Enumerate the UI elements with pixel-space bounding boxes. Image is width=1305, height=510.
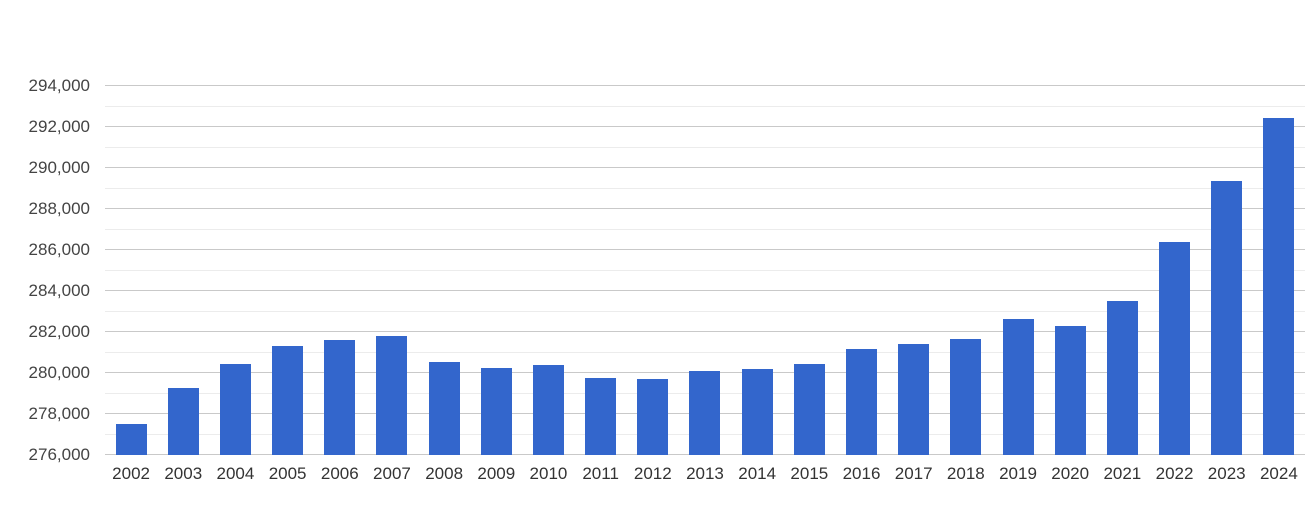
x-axis-tick-label: 2012 bbox=[633, 464, 672, 483]
x-axis-tick-label: 2024 bbox=[1259, 464, 1298, 483]
bar-2015[interactable] bbox=[793, 363, 825, 455]
y-axis-tick-label: 294,000 bbox=[28, 76, 90, 95]
minor-gridline bbox=[105, 269, 1305, 271]
minor-gridline bbox=[105, 187, 1305, 189]
bar-2003[interactable] bbox=[167, 388, 199, 455]
y-axis-tick-label: 276,000 bbox=[28, 445, 90, 464]
y-axis-tick-label: 290,000 bbox=[28, 158, 90, 177]
bar-slot bbox=[209, 86, 261, 455]
minor-gridline bbox=[105, 146, 1305, 148]
y-axis-tick-label: 280,000 bbox=[28, 363, 90, 382]
y-axis-tick-label: 278,000 bbox=[28, 404, 90, 423]
bar-slot bbox=[627, 86, 679, 455]
bar-2023[interactable] bbox=[1211, 181, 1243, 455]
y-axis-tick-label: 288,000 bbox=[28, 199, 90, 218]
bar-2007[interactable] bbox=[376, 336, 408, 455]
major-gridline bbox=[105, 85, 1305, 86]
bar-slot bbox=[522, 86, 574, 455]
bar-2021[interactable] bbox=[1106, 301, 1138, 455]
bar-2018[interactable] bbox=[950, 339, 982, 455]
x-axis-tick-label: 2009 bbox=[477, 464, 516, 483]
x-axis-tick-label: 2010 bbox=[529, 464, 568, 483]
major-gridline bbox=[105, 167, 1305, 168]
major-gridline bbox=[105, 331, 1305, 332]
bar-2020[interactable] bbox=[1054, 325, 1086, 455]
bar-slot bbox=[783, 86, 835, 455]
bar-2004[interactable] bbox=[219, 363, 251, 455]
x-axis-tick-label: 2008 bbox=[425, 464, 464, 483]
bar-slot bbox=[575, 86, 627, 455]
bar-slot bbox=[992, 86, 1044, 455]
bar-slot bbox=[157, 86, 209, 455]
bar-slot bbox=[679, 86, 731, 455]
bar-2014[interactable] bbox=[741, 368, 773, 455]
bar-2011[interactable] bbox=[585, 378, 617, 455]
bar-2005[interactable] bbox=[272, 346, 304, 455]
bar-slot bbox=[314, 86, 366, 455]
bar-slot bbox=[418, 86, 470, 455]
bar-2022[interactable] bbox=[1159, 241, 1191, 455]
bar-slot bbox=[1253, 86, 1305, 455]
bar-2019[interactable] bbox=[1002, 318, 1034, 455]
x-axis-tick-label: 2013 bbox=[686, 464, 724, 483]
x-axis-tick-label: 2002 bbox=[112, 464, 150, 483]
bar-2013[interactable] bbox=[689, 370, 721, 455]
bar-2006[interactable] bbox=[324, 340, 356, 455]
x-axis-tick-label: 2007 bbox=[373, 464, 411, 483]
bar-2009[interactable] bbox=[480, 367, 512, 455]
bar-slot bbox=[940, 86, 992, 455]
x-axis-tick-label: 2017 bbox=[894, 464, 933, 483]
bar-slot bbox=[366, 86, 418, 455]
x-axis-tick-label: 2021 bbox=[1103, 464, 1142, 483]
x-axis-tick-label: 2019 bbox=[999, 464, 1037, 483]
y-axis-tick-label: 284,000 bbox=[28, 281, 90, 300]
x-axis-tick-label: 2018 bbox=[946, 464, 985, 483]
minor-gridline bbox=[105, 310, 1305, 312]
bar-slot bbox=[888, 86, 940, 455]
bar-2024[interactable] bbox=[1263, 117, 1295, 455]
bar-slot bbox=[1148, 86, 1200, 455]
y-axis-tick-label: 286,000 bbox=[28, 240, 90, 259]
x-axis-tick-label: 2020 bbox=[1051, 464, 1090, 483]
bar-slot bbox=[1096, 86, 1148, 455]
x-axis-tick-label: 2022 bbox=[1155, 464, 1194, 483]
bar-2016[interactable] bbox=[845, 349, 877, 455]
x-axis-labels: 2002 2003 2004 2005 2006 2007 2008 2009 2010 2011… bbox=[105, 464, 1305, 484]
bar-slot bbox=[1044, 86, 1096, 455]
major-gridline bbox=[105, 290, 1305, 291]
minor-gridline bbox=[105, 351, 1305, 353]
bar-2008[interactable] bbox=[428, 361, 460, 455]
minor-gridline bbox=[105, 228, 1305, 230]
bar-slot bbox=[470, 86, 522, 455]
y-axis-tick-label: 292,000 bbox=[28, 117, 90, 136]
x-axis-tick-label: 2016 bbox=[842, 464, 881, 483]
x-axis-tick-label: 2015 bbox=[790, 464, 829, 483]
y-axis-labels: 276,000 278,000 280,000 282,000 284,000 286,0… bbox=[0, 0, 90, 510]
bar-slot bbox=[262, 86, 314, 455]
bar-slot bbox=[835, 86, 887, 455]
x-axis-tick-label: 2014 bbox=[738, 464, 777, 483]
x-axis-tick-label: 2011 bbox=[582, 464, 619, 483]
bar-2012[interactable] bbox=[637, 379, 669, 455]
x-axis-tick-label: 2006 bbox=[320, 464, 359, 483]
major-gridline bbox=[105, 208, 1305, 209]
bar-slot bbox=[731, 86, 783, 455]
bar-2002[interactable] bbox=[115, 424, 147, 455]
bar-2010[interactable] bbox=[532, 364, 564, 455]
bar-series bbox=[105, 86, 1305, 455]
major-gridline bbox=[105, 126, 1305, 127]
bar-slot bbox=[1201, 86, 1253, 455]
y-axis-tick-label: 282,000 bbox=[28, 322, 90, 341]
minor-gridline bbox=[105, 105, 1305, 107]
x-axis-tick-label: 2023 bbox=[1207, 464, 1246, 483]
bar-slot bbox=[105, 86, 157, 455]
major-gridline bbox=[105, 249, 1305, 250]
x-axis-tick-label: 2003 bbox=[164, 464, 203, 483]
plot-area bbox=[105, 85, 1305, 455]
x-axis-tick-label: 2005 bbox=[268, 464, 307, 483]
bar-2017[interactable] bbox=[898, 344, 930, 455]
x-axis-tick-label: 2004 bbox=[216, 464, 255, 483]
